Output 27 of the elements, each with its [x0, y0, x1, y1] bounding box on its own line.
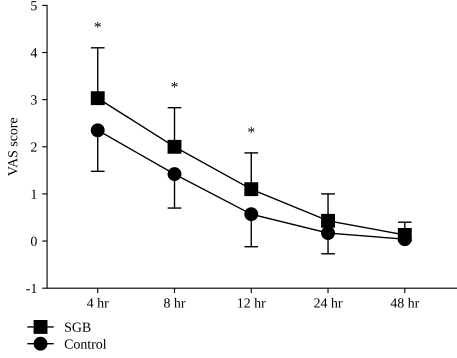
y-tick-label: 2 — [31, 142, 37, 152]
point — [168, 140, 182, 154]
point — [90, 91, 105, 106]
y-tick-label: 1 — [32, 190, 37, 199]
y-tick-label: 3 — [31, 95, 37, 105]
y-tick-label: 5 — [31, 1, 37, 10]
annotation: * — [248, 127, 254, 133]
point — [168, 167, 182, 182]
point — [244, 182, 258, 196]
legend-label: Control — [64, 338, 106, 349]
annotation: * — [94, 22, 101, 28]
x-tick-label: 4 hr — [87, 298, 109, 308]
y-axis-title: VAS score — [8, 118, 18, 176]
y-tick-label: -1 — [26, 284, 37, 294]
x-tick-label: 8 hr — [164, 298, 186, 308]
legend-label: SGB — [65, 322, 90, 332]
y-tick-label: 0 — [30, 236, 37, 246]
annotation: * — [171, 82, 178, 88]
y-tick-label: 4 — [30, 48, 38, 58]
point — [90, 123, 105, 138]
point — [244, 207, 258, 222]
x-tick-label: 48 hr — [390, 298, 420, 308]
point — [398, 228, 412, 242]
x-tick-label: 24 hr — [314, 298, 342, 308]
point — [321, 214, 335, 228]
point — [321, 226, 335, 240]
x-tick-label: 12 hr — [238, 298, 266, 308]
